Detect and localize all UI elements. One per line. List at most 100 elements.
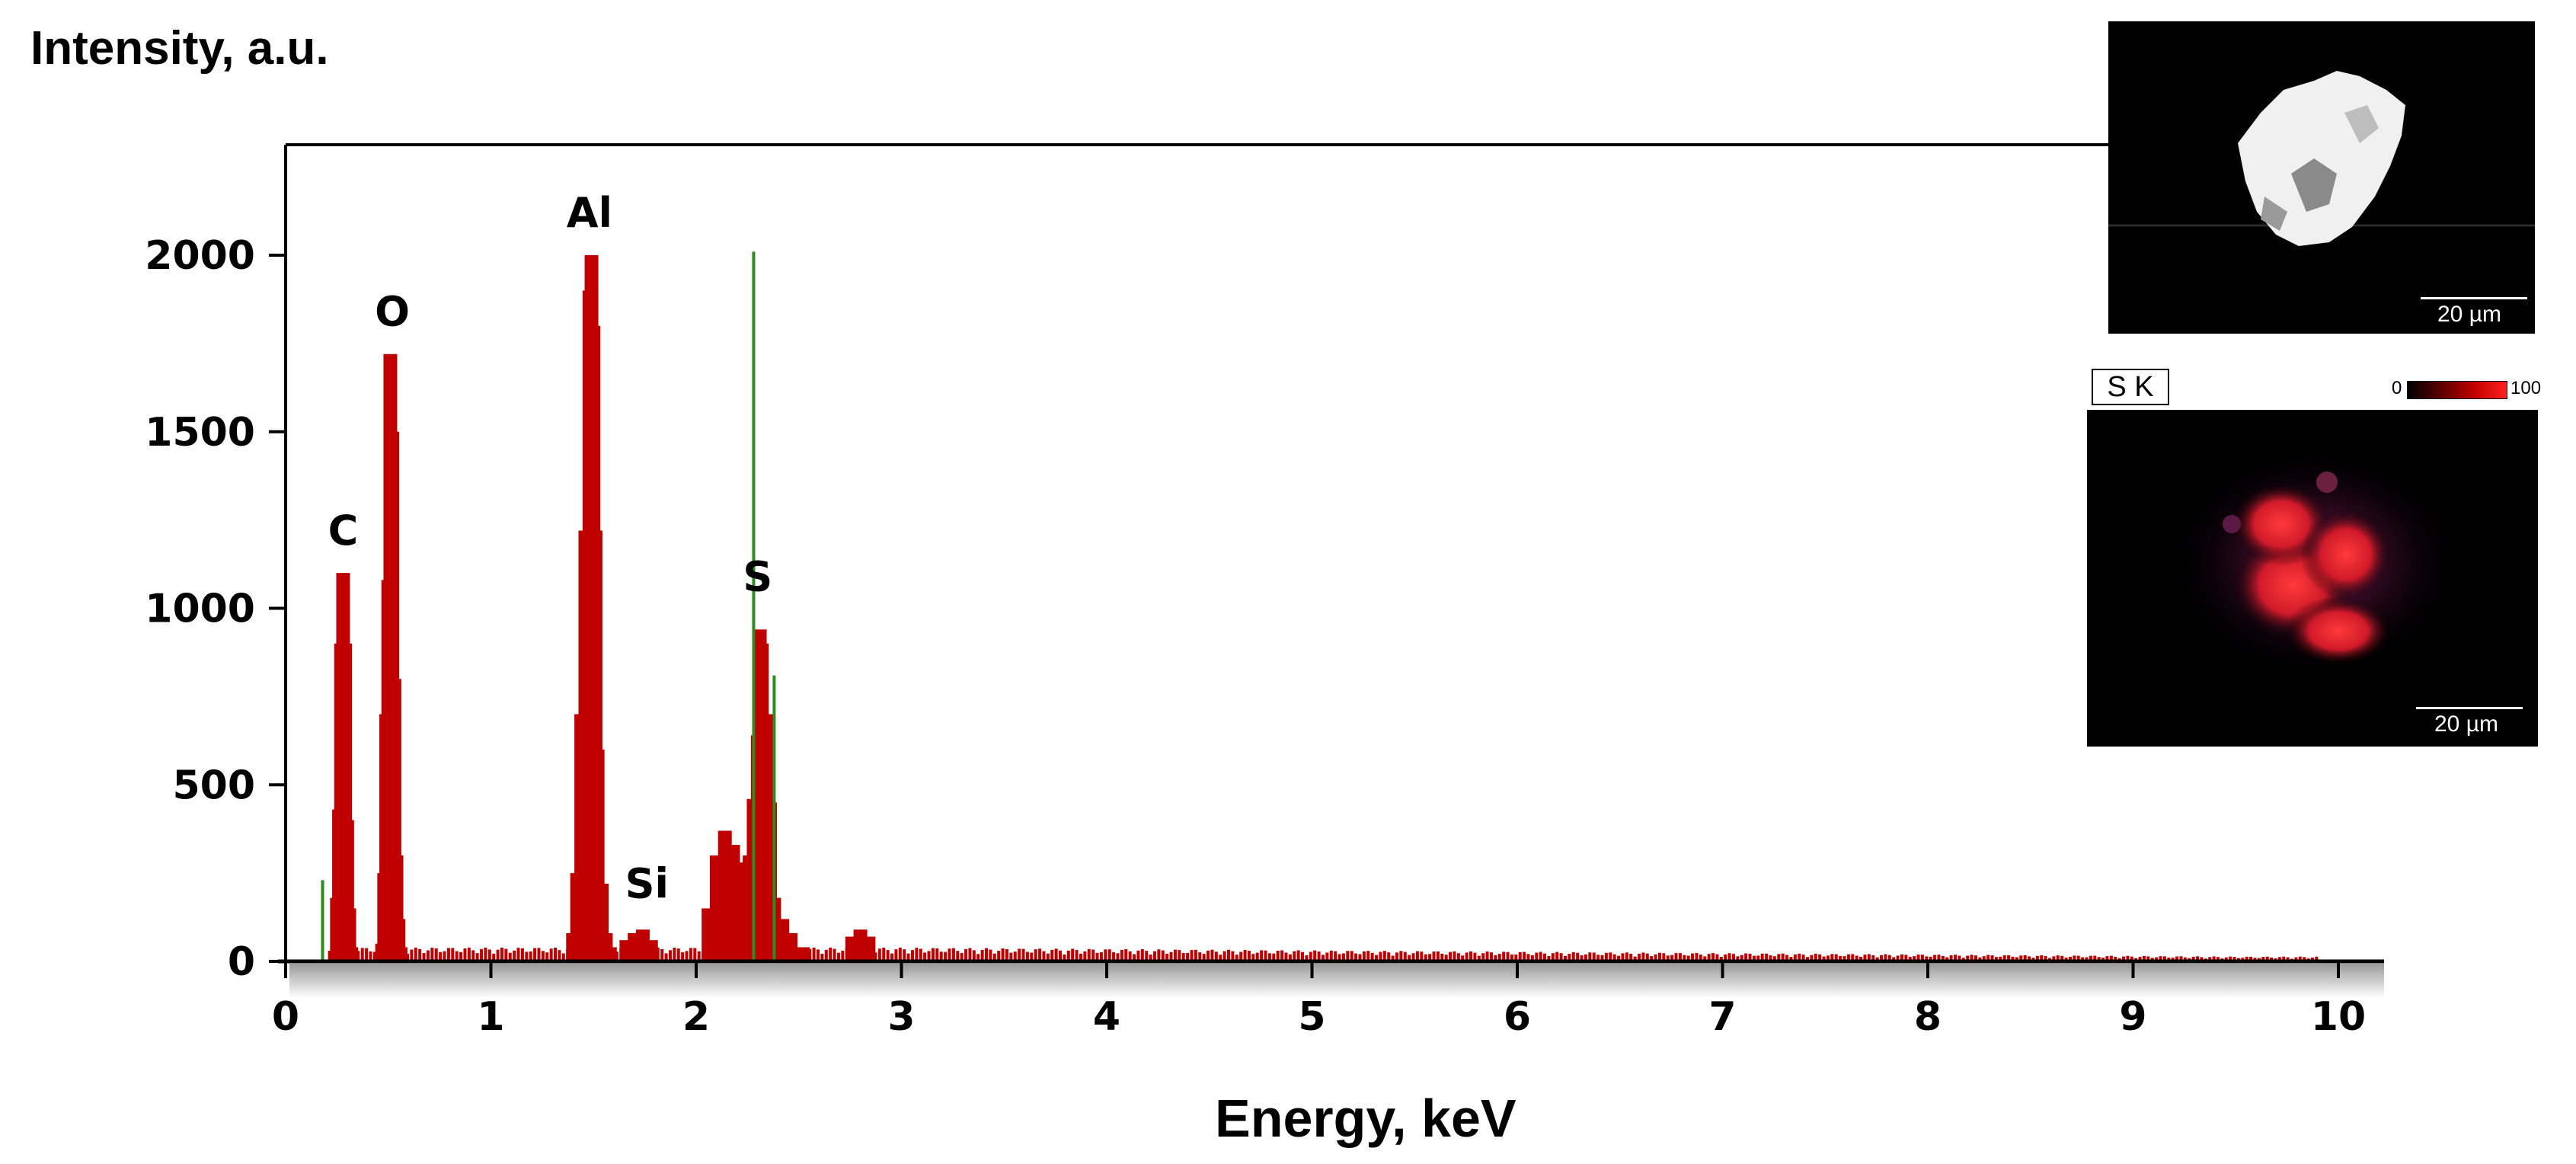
spectrum-background-bar xyxy=(1711,953,1715,961)
spectrum-background-bar xyxy=(2073,955,2076,961)
spectrum-background-bar xyxy=(1949,955,1953,961)
spectrum-background-bar xyxy=(516,948,520,961)
spectrum-background-bar xyxy=(1990,955,1994,961)
spectrum-background-bar xyxy=(1063,954,1066,961)
spectrum-background-bar xyxy=(1091,949,1095,961)
spectrum-background-bar xyxy=(459,951,463,961)
spectrum-background-bar xyxy=(1165,954,1169,961)
spectrum-background-bar xyxy=(1424,954,1427,961)
spectrum-background-bar xyxy=(1920,955,1924,961)
spectrum-background-bar xyxy=(2114,956,2117,961)
spectrum-background-bar xyxy=(1818,954,1822,961)
spectrum-background-bar xyxy=(989,949,992,961)
spectrum-background-bar xyxy=(1916,955,1920,961)
spectrum-background-bar xyxy=(406,954,410,961)
spectrum-background-bar xyxy=(615,951,618,961)
element-map-label: S K xyxy=(2092,369,2169,405)
spectrum-background-bar xyxy=(2310,957,2314,961)
spectrum-background-bar xyxy=(1009,952,1013,961)
spectrum-background-bar xyxy=(554,948,558,961)
spectrum-background-bar xyxy=(2196,956,2200,961)
spectrum-background-bar xyxy=(1724,954,1727,961)
spectrum-background-bar xyxy=(1436,951,1440,961)
spectrum-background-bar xyxy=(1059,950,1063,961)
spectrum-background-bar xyxy=(471,950,475,961)
spectrum-background-bar xyxy=(1050,949,1054,961)
peak-label: C xyxy=(328,507,359,555)
spectrum-bar xyxy=(344,947,359,961)
spectrum-background-bar xyxy=(1740,955,1743,961)
spectrum-background-bar xyxy=(2126,955,2130,961)
spectrum-background-bar xyxy=(1309,951,1312,961)
spectrum-background-bar xyxy=(1030,952,1034,961)
spectrum-background-bar xyxy=(1112,951,1116,961)
x-tick-label: 4 xyxy=(1093,994,1120,1040)
spectrum-background-bar xyxy=(1592,952,1596,961)
scale-bar xyxy=(2421,297,2527,299)
spectrum-background-bar xyxy=(1420,951,1424,961)
spectrum-background-bar xyxy=(480,948,484,961)
spectrum-background-bar xyxy=(561,953,565,961)
spectrum-background-bar xyxy=(1703,956,1707,961)
spectrum-background-bar xyxy=(1120,949,1123,961)
sem-particle-image xyxy=(2108,21,2535,334)
spectrum-background-bar xyxy=(1970,955,1974,961)
spectrum-background-bar xyxy=(434,948,438,961)
spectrum-background-bar xyxy=(1855,955,1858,961)
spectrum-background-bar xyxy=(1518,951,1522,961)
spectrum-background-bar xyxy=(1625,952,1628,961)
spectrum-background-bar xyxy=(2142,955,2146,961)
spectrum-background-bar xyxy=(487,949,491,961)
spectrum-background-bar xyxy=(1645,953,1649,961)
spectrum-background-bar xyxy=(2130,956,2133,961)
spectrum-background-bar xyxy=(1933,955,1937,961)
spectrum-background-bar xyxy=(558,950,561,961)
y-tick-label: 500 xyxy=(172,763,255,808)
spectrum-background-bar xyxy=(1173,949,1177,961)
spectrum-background-bar xyxy=(484,947,487,961)
spectrum-background-bar xyxy=(1181,953,1185,961)
spectrum-background-bar xyxy=(1789,957,1793,961)
spectrum-background-bar xyxy=(1005,949,1008,961)
spectrum-background-bar xyxy=(894,949,898,961)
spectrum-bars xyxy=(328,255,2319,962)
spectrum-background-bar xyxy=(910,950,914,961)
peak-label: Al xyxy=(567,189,612,237)
spectrum-bar xyxy=(644,940,658,961)
spectrum-background-bar xyxy=(903,949,906,961)
peak-label: Si xyxy=(625,860,669,908)
spectrum-background-bar xyxy=(1095,952,1099,961)
spectrum-background-bar xyxy=(1617,955,1621,961)
spectrum-background-bar xyxy=(1021,948,1025,961)
spectrum-background-bar xyxy=(2261,957,2265,961)
spectrum-background-bar xyxy=(697,951,701,961)
peak-labels: C O Al Si S xyxy=(328,189,773,908)
spectrum-background-bar xyxy=(1887,955,1891,961)
spectrum-background-bar xyxy=(1731,954,1735,961)
spectrum-background-bar xyxy=(824,949,828,961)
x-tick-label: 9 xyxy=(2119,994,2146,1040)
spectrum-background-bar xyxy=(2044,956,2047,961)
spectrum-background-bar xyxy=(829,947,833,961)
spectrum-background-bar xyxy=(2270,957,2274,961)
spectrum-background-bar xyxy=(1982,956,1986,961)
spectrum-background-bar xyxy=(935,948,939,961)
spectrum-background-bar xyxy=(1555,951,1559,961)
spectrum-background-bar xyxy=(1510,955,1513,961)
spectrum-background-bar xyxy=(1777,954,1781,961)
spectrum-background-bar xyxy=(443,951,446,961)
spectrum-background-bar xyxy=(681,952,685,961)
spectrum-background-bar xyxy=(2122,956,2126,961)
spectrum-background-bar xyxy=(1440,953,1444,961)
spectrum-background-bar xyxy=(414,947,417,961)
spectrum-background-bar xyxy=(1473,952,1477,961)
x-tick-label: 2 xyxy=(682,994,710,1040)
spectrum-background-bar xyxy=(2089,955,2092,961)
spectrum-background-bar xyxy=(1338,954,1341,961)
spectrum-background-bar xyxy=(1657,952,1661,961)
spectrum-background-bar xyxy=(1863,955,1867,961)
spectrum-background-bar xyxy=(1913,956,1916,961)
x-tick-label: 6 xyxy=(1504,994,1531,1040)
spectrum-background-bar xyxy=(1760,953,1764,961)
spectrum-background-bar xyxy=(537,948,541,961)
